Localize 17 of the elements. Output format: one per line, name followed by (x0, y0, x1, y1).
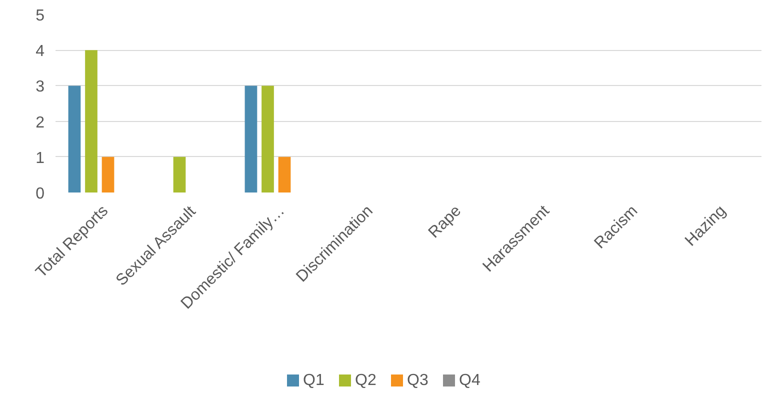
y-tick-label: 4 (36, 43, 45, 60)
y-tick-label: 0 (36, 186, 45, 202)
legend-label: Q2 (355, 372, 376, 389)
bar (102, 156, 114, 192)
y-tick-label: 3 (36, 78, 45, 96)
bar (68, 86, 81, 192)
bar (85, 50, 98, 192)
legend-label: Q1 (303, 372, 324, 389)
y-tick-label: 1 (36, 150, 45, 167)
y-tick-label: 2 (36, 114, 45, 132)
y-tick-label: 5 (36, 8, 45, 24)
bar (244, 86, 258, 192)
bar (173, 156, 186, 192)
bar (262, 86, 274, 192)
bar (278, 156, 291, 192)
legend-label: Q3 (407, 372, 428, 389)
legend-label: Q4 (459, 372, 480, 389)
